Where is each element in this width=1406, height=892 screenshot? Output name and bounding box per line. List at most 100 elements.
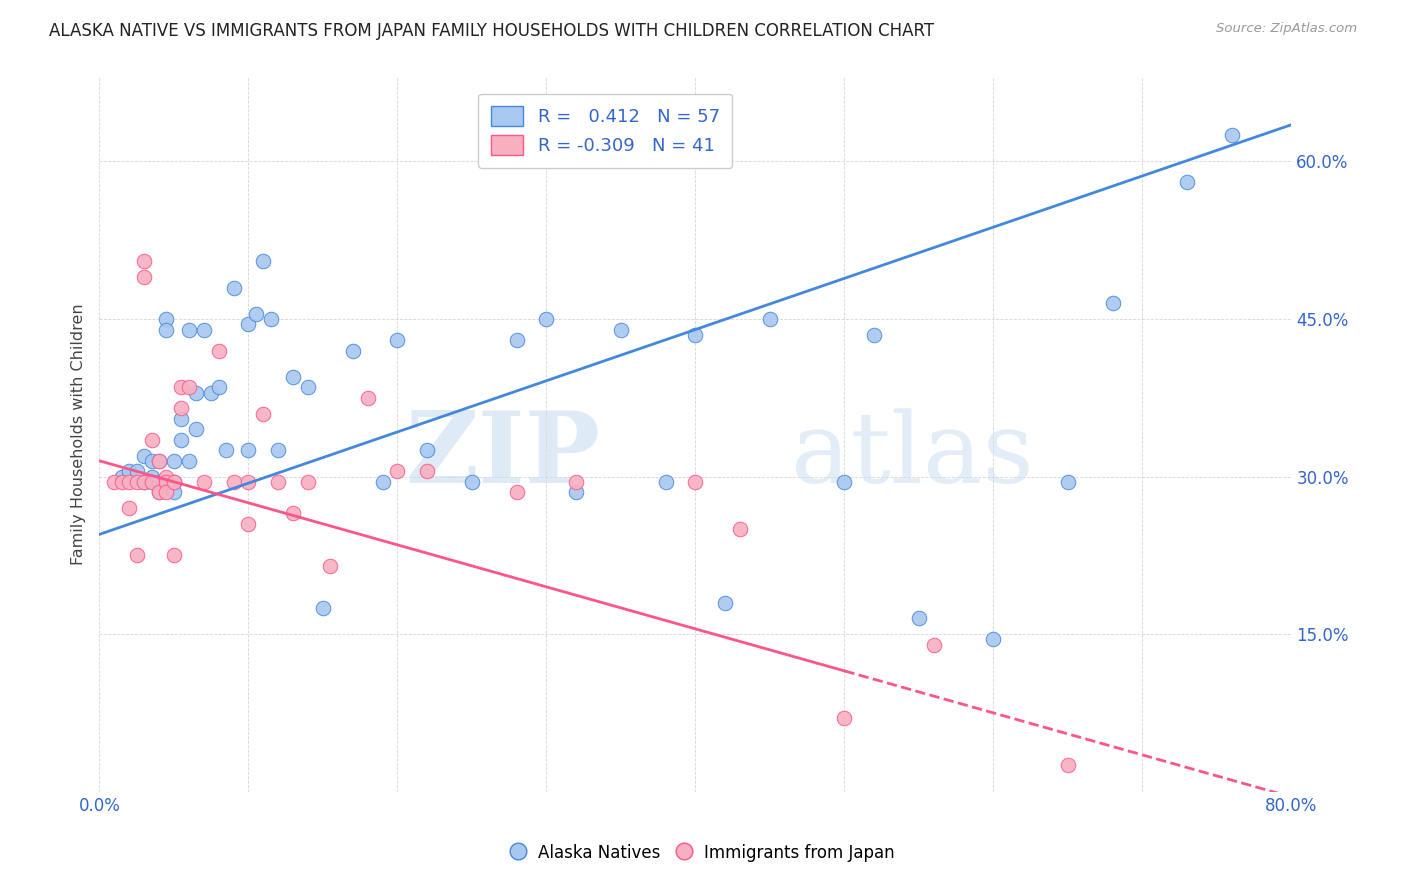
- Point: [170, 412, 193, 426]
- Point: [103, 475, 125, 489]
- Point: [148, 485, 170, 500]
- Point: [163, 454, 186, 468]
- Point: [297, 380, 319, 394]
- Point: [134, 449, 156, 463]
- Point: [222, 280, 245, 294]
- Point: [319, 558, 342, 573]
- Point: [1175, 176, 1198, 190]
- Point: [759, 312, 782, 326]
- Point: [281, 369, 304, 384]
- Point: [908, 611, 931, 625]
- Point: [208, 380, 231, 394]
- Point: [148, 475, 170, 489]
- Point: [163, 485, 186, 500]
- Point: [163, 549, 186, 563]
- Point: [536, 312, 558, 326]
- Point: [371, 475, 394, 489]
- Point: [1101, 296, 1123, 310]
- Point: [134, 270, 156, 285]
- Point: [252, 407, 274, 421]
- Point: [863, 327, 886, 342]
- Point: [461, 475, 484, 489]
- Legend: Alaska Natives, Immigrants from Japan: Alaska Natives, Immigrants from Japan: [503, 836, 903, 871]
- Point: [118, 464, 141, 478]
- Point: [148, 485, 170, 500]
- Point: [193, 322, 215, 336]
- Point: [141, 469, 163, 483]
- Point: [134, 475, 156, 489]
- Point: [111, 469, 134, 483]
- Point: [141, 475, 163, 489]
- Point: [685, 475, 707, 489]
- Point: [155, 322, 177, 336]
- Point: [252, 254, 274, 268]
- Point: [177, 380, 200, 394]
- Point: [155, 469, 177, 483]
- Point: [312, 600, 335, 615]
- Point: [163, 475, 186, 489]
- Text: atlas: atlas: [790, 409, 1033, 504]
- Point: [922, 638, 945, 652]
- Point: [238, 443, 260, 458]
- Point: [654, 475, 676, 489]
- Point: [155, 312, 177, 326]
- Point: [186, 422, 208, 436]
- Point: [267, 443, 290, 458]
- Point: [125, 549, 148, 563]
- Point: [125, 464, 148, 478]
- Point: [565, 485, 588, 500]
- Point: [177, 322, 200, 336]
- Point: [125, 475, 148, 489]
- Point: [281, 507, 304, 521]
- Point: [297, 475, 319, 489]
- Point: [111, 475, 134, 489]
- Point: [208, 343, 231, 358]
- Point: [238, 318, 260, 332]
- Text: ALASKA NATIVE VS IMMIGRANTS FROM JAPAN FAMILY HOUSEHOLDS WITH CHILDREN CORRELATI: ALASKA NATIVE VS IMMIGRANTS FROM JAPAN F…: [49, 22, 935, 40]
- Point: [505, 485, 527, 500]
- Point: [356, 391, 378, 405]
- Point: [387, 333, 409, 347]
- Point: [170, 401, 193, 416]
- Point: [141, 475, 163, 489]
- Point: [267, 475, 290, 489]
- Point: [134, 475, 156, 489]
- Point: [177, 454, 200, 468]
- Point: [170, 433, 193, 447]
- Point: [134, 254, 156, 268]
- Point: [200, 385, 222, 400]
- Point: [834, 711, 856, 725]
- Point: [728, 522, 751, 536]
- Point: [186, 385, 208, 400]
- Point: [245, 307, 267, 321]
- Point: [141, 454, 163, 468]
- Point: [983, 632, 1005, 647]
- Point: [834, 475, 856, 489]
- Point: [148, 454, 170, 468]
- Point: [118, 475, 141, 489]
- Point: [170, 380, 193, 394]
- Point: [238, 516, 260, 531]
- Legend: R =   0.412   N = 57, R = -0.309   N = 41: R = 0.412 N = 57, R = -0.309 N = 41: [478, 94, 733, 168]
- Point: [215, 443, 238, 458]
- Point: [685, 327, 707, 342]
- Point: [416, 464, 439, 478]
- Point: [148, 454, 170, 468]
- Point: [238, 475, 260, 489]
- Point: [141, 433, 163, 447]
- Point: [714, 596, 737, 610]
- Point: [342, 343, 364, 358]
- Point: [1057, 475, 1080, 489]
- Point: [1057, 758, 1080, 772]
- Point: [155, 485, 177, 500]
- Point: [387, 464, 409, 478]
- Y-axis label: Family Households with Children: Family Households with Children: [72, 304, 86, 566]
- Point: [118, 501, 141, 516]
- Point: [260, 312, 283, 326]
- Point: [222, 475, 245, 489]
- Point: [1220, 128, 1243, 143]
- Point: [416, 443, 439, 458]
- Point: [163, 475, 186, 489]
- Text: Source: ZipAtlas.com: Source: ZipAtlas.com: [1216, 22, 1357, 36]
- Point: [610, 322, 633, 336]
